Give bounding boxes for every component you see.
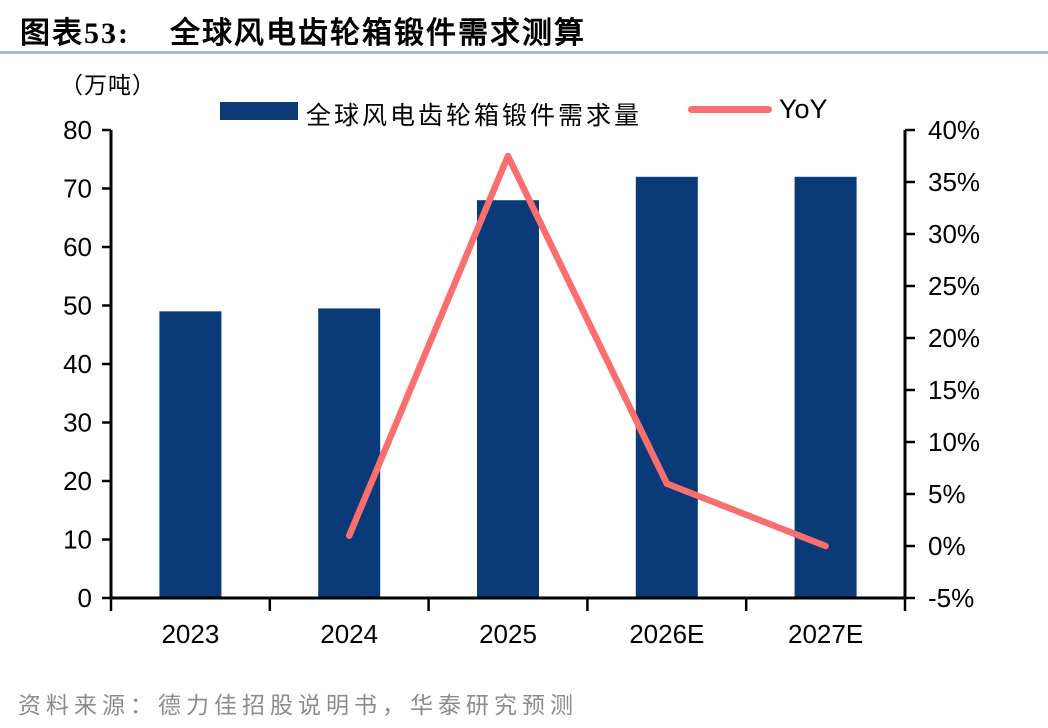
figure-title: 全球风电齿轮箱锻件需求测算 xyxy=(170,17,586,50)
yoy-line xyxy=(345,152,829,550)
figure-number: 图表53: xyxy=(20,17,130,50)
left-axis-unit-label: （万吨） xyxy=(60,73,156,98)
legend-bar-swatch xyxy=(220,102,298,120)
left-axis-label-20: 20 xyxy=(63,466,92,496)
right-axis-label-35: 35% xyxy=(928,167,980,197)
x-axis-label-2024: 2024 xyxy=(320,619,378,649)
left-axis-label-80: 80 xyxy=(63,115,92,145)
bar-2025 xyxy=(477,200,539,598)
x-axis-label-2025: 2025 xyxy=(479,619,537,649)
left-axis-label-10: 10 xyxy=(63,525,92,555)
right-axis-label-25: 25% xyxy=(928,271,980,301)
bar-2023 xyxy=(159,311,222,598)
bar-2024 xyxy=(318,308,381,598)
right-axis-label-20: 20% xyxy=(928,323,980,353)
x-axis-label-2027E: 2027E xyxy=(788,619,863,649)
right-axis-label-30: 30% xyxy=(928,219,980,249)
source-note: 资料来源：德力佳招股说明书，华泰研究预测 xyxy=(18,693,578,718)
right-axis-label-15: 15% xyxy=(928,375,980,405)
bar-2027E xyxy=(794,176,857,599)
left-axis-label-50: 50 xyxy=(63,291,92,321)
left-axis-label-40: 40 xyxy=(63,349,92,379)
left-axis-label-30: 30 xyxy=(63,408,92,438)
right-axis-label-5: 5% xyxy=(928,479,966,509)
chart-canvas: 0 10 20 30 40 50 60 70 80 -5% 0% 5% 10% 15% 20% 25% 30% 3… xyxy=(63,115,980,649)
left-axis-label-0: 0 xyxy=(78,583,92,613)
right-axis-label--5: -5% xyxy=(928,583,974,613)
left-axis-label-60: 60 xyxy=(63,232,92,262)
title-underline xyxy=(0,51,1048,54)
figure-title-row: 图表53: 全球风电齿轮箱锻件需求测算 xyxy=(20,8,586,52)
legend-bar-label: 全球风电齿轮箱锻件需求量 xyxy=(306,103,643,130)
legend-line-label: YoY xyxy=(779,94,828,124)
right-axis-label-40: 40% xyxy=(928,115,980,145)
legend-line-swatch xyxy=(688,106,772,113)
x-axis-label-2026E: 2026E xyxy=(629,619,704,649)
left-axis-label-70: 70 xyxy=(63,174,92,204)
right-axis-label-10: 10% xyxy=(928,427,980,457)
bar-2026E xyxy=(635,176,698,599)
right-axis-label-0: 0% xyxy=(928,531,966,561)
x-axis-label-2023: 2023 xyxy=(161,619,219,649)
